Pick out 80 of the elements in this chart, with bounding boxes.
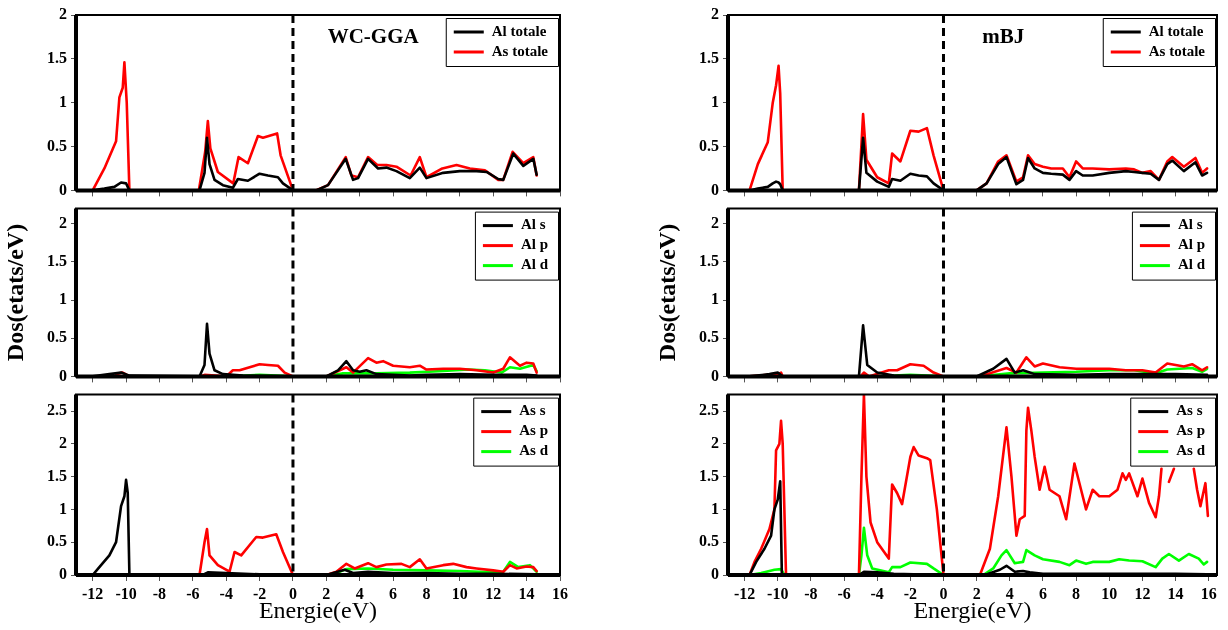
x-tick-label: 8: [422, 584, 431, 602]
legend-label: Al totale: [491, 22, 547, 39]
y-tick-label: 1.5: [47, 466, 67, 484]
x-tick-label: 2: [972, 584, 981, 602]
legend-label: Al s: [1177, 216, 1203, 233]
annotation: mBJ: [982, 23, 1025, 48]
x-tick-label: 10: [451, 584, 468, 602]
y-tick-label: 0: [59, 180, 67, 198]
y-tick-label: 1: [711, 290, 719, 308]
x-tick-label: 16: [1200, 584, 1217, 602]
y-tick-label: 2: [59, 214, 67, 231]
legend-label: Al d: [520, 256, 549, 273]
y-tick-label: 2: [711, 5, 719, 23]
x-tick-label: 4: [355, 584, 364, 602]
x-tick-label: -2: [903, 584, 917, 602]
x-tick-label: 14: [1167, 584, 1184, 602]
x-tick-label: 8: [1072, 584, 1081, 602]
y-tick-label: 0: [59, 565, 67, 583]
y-axis-title: Dos(etats/eV): [653, 223, 680, 362]
y-tick-label: 0.5: [699, 532, 719, 550]
y-tick-label: 1.5: [699, 252, 719, 270]
y-tick-label: 1: [59, 92, 67, 110]
x-tick-label: 4: [1005, 584, 1014, 602]
y-tick-label: 1.5: [47, 252, 67, 270]
x-tick-label: -10: [115, 584, 137, 602]
legend-label: Al p: [1177, 236, 1205, 253]
y-axis-title: Dos(etats/eV): [1, 223, 28, 362]
y-tick-label: 0.5: [699, 136, 719, 154]
legend-label: As p: [1176, 422, 1205, 439]
legend-label: As d: [519, 442, 549, 459]
legend-label: As totale: [1148, 42, 1206, 59]
x-tick-label: 10: [1101, 584, 1118, 602]
x-tick-label: -10: [767, 584, 789, 602]
y-tick-label: 1: [711, 92, 719, 110]
legend-label: Al d: [1177, 256, 1206, 273]
x-tick-label: -8: [152, 584, 167, 602]
y-tick-label: 0: [59, 366, 67, 384]
x-tick-label: -8: [804, 584, 818, 602]
y-tick-label: 2: [59, 5, 67, 23]
legend-label: Al totale: [1148, 22, 1204, 39]
y-tick-label: 1.5: [699, 48, 719, 66]
y-tick-label: 0: [711, 565, 719, 583]
x-tick-label: 12: [485, 584, 502, 602]
y-tick-label: 2.5: [699, 401, 719, 419]
y-tick-label: 2.5: [47, 401, 67, 419]
x-tick-label: 2: [322, 584, 331, 602]
y-tick-label: 1: [711, 499, 719, 517]
y-tick-label: 1: [59, 290, 67, 308]
y-tick-label: 0: [711, 180, 719, 198]
legend-label: As s: [519, 402, 546, 419]
x-tick-label: 6: [389, 584, 398, 602]
annotation: WC-GGA: [327, 23, 420, 48]
y-tick-label: 0.5: [47, 136, 67, 154]
y-tick-label: 1: [59, 499, 67, 517]
legend-label: As p: [519, 422, 548, 439]
y-tick-label: 2: [59, 433, 67, 451]
x-tick-label: 16: [552, 584, 568, 602]
x-tick-label: 12: [1134, 584, 1151, 602]
x-tick-label: -4: [870, 584, 884, 602]
y-tick-label: 1.5: [699, 466, 719, 484]
y-tick-label: 1.5: [47, 48, 67, 66]
y-tick-label: 0: [711, 366, 719, 384]
x-tick-label: -6: [186, 584, 200, 602]
x-tick-label: -12: [733, 584, 756, 602]
x-tick-label: -6: [837, 584, 851, 602]
x-tick-label: -12: [82, 584, 104, 602]
y-tick-label: 0.5: [47, 328, 67, 346]
legend-label: As d: [1176, 442, 1206, 459]
legend-label: As s: [1176, 402, 1203, 419]
y-tick-label: 0.5: [699, 328, 719, 346]
x-tick-label: -4: [219, 584, 233, 602]
x-tick-label: 0: [288, 584, 297, 602]
x-tick-label: 6: [1038, 584, 1047, 602]
y-tick-label: 0.5: [47, 532, 67, 550]
y-tick-label: 2: [711, 214, 719, 231]
legend-label: Al p: [520, 236, 548, 253]
legend-label: Al s: [520, 216, 546, 233]
x-tick-label: 14: [518, 584, 535, 602]
y-tick-label: 2: [711, 433, 719, 451]
legend-label: As totale: [491, 42, 549, 59]
